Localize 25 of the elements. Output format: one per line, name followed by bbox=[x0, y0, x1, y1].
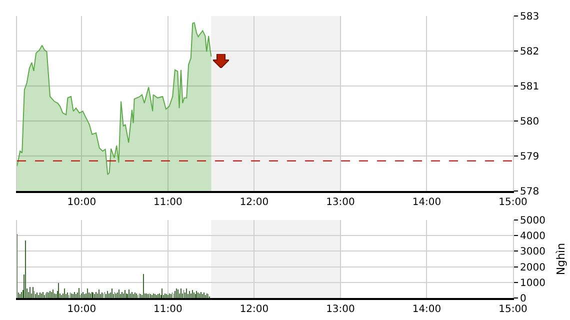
x-tick-label: 14:00 bbox=[412, 197, 442, 208]
y-tick-label: 3000 bbox=[520, 246, 546, 258]
y-tick-label: 579 bbox=[520, 152, 540, 162]
x-tick-label: 11:00 bbox=[154, 304, 182, 315]
x-tick-label: 15:00 bbox=[498, 197, 528, 208]
x-tick-label: 11:00 bbox=[154, 197, 182, 208]
x-tick-label: 10:00 bbox=[67, 197, 96, 208]
x-tick-label: 13:00 bbox=[326, 197, 355, 208]
y-tick-label: 580 bbox=[520, 116, 540, 128]
x-tick-label: 12:00 bbox=[240, 304, 269, 315]
y-tick-label: 581 bbox=[520, 82, 540, 92]
y-tick-label: 4000 bbox=[520, 231, 546, 242]
y-tick-label: 5000 bbox=[520, 216, 546, 226]
y-tick-label: 582 bbox=[520, 46, 540, 58]
x-tick-label: 13:00 bbox=[326, 304, 355, 315]
y-tick-label: 2000 bbox=[520, 262, 546, 274]
y-tick-label: 583 bbox=[520, 12, 540, 22]
y-tick-label: 578 bbox=[520, 186, 540, 198]
y-tick-label: 1000 bbox=[520, 278, 546, 289]
y-axis-title: Nghìn bbox=[554, 242, 568, 276]
x-tick-label: 14:00 bbox=[412, 304, 442, 315]
y-tick-label: 0 bbox=[520, 294, 526, 304]
x-tick-label: 12:00 bbox=[240, 197, 269, 208]
x-tick-label: 15:00 bbox=[498, 304, 528, 315]
x-tick-label: 10:00 bbox=[67, 304, 96, 315]
